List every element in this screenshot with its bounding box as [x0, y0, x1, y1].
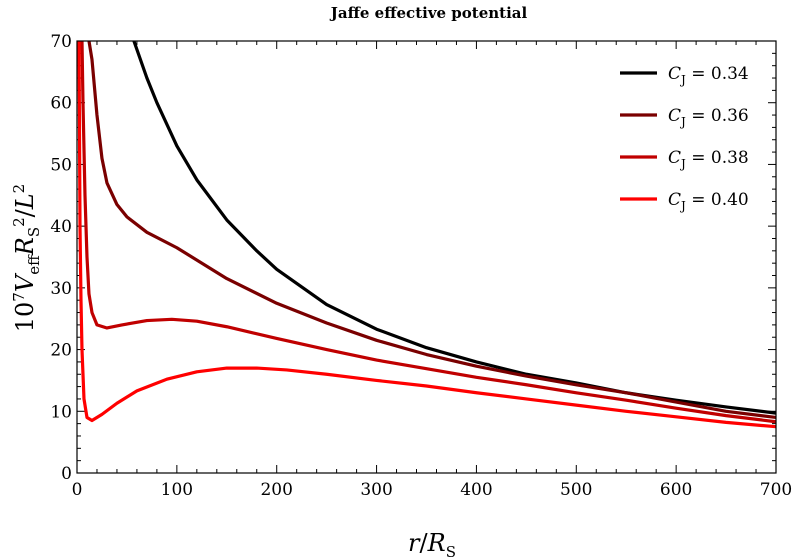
chart-title: Jaffe effective potential — [329, 4, 528, 22]
x-tick-label: 0 — [72, 480, 83, 500]
series-line-3 — [80, 41, 776, 424]
legend-label-4: CJ = 0.40 — [668, 190, 749, 213]
y-tick-label: 40 — [50, 217, 72, 237]
svg-text:r/RS: r/RS — [408, 529, 456, 560]
y-tick-label: 20 — [50, 341, 72, 361]
series-line-2 — [87, 41, 776, 420]
y-axis-label: 107VeffRS2/L2 — [10, 184, 43, 332]
series-line-1 — [132, 41, 776, 415]
x-tick-label: 100 — [161, 480, 193, 500]
y-tick-label: 0 — [61, 464, 72, 484]
ticks: 0 100 200 300 400 500 600 700 0 10 20 30 40 50 60 70 — [50, 32, 792, 500]
x-tick-label: 200 — [260, 480, 292, 500]
y-tick-label: 60 — [50, 94, 72, 114]
x-tick-label: 500 — [560, 480, 592, 500]
legend-label-3: CJ = 0.38 — [668, 148, 749, 171]
x-tick-label: 600 — [660, 480, 692, 500]
y-tick-label: 10 — [50, 402, 72, 422]
x-tick-label: 400 — [460, 480, 492, 500]
svg-text:107VeffRS2/L2: 107VeffRS2/L2 — [10, 184, 43, 332]
x-axis-label: r/RS — [408, 529, 456, 560]
plot-frame — [76, 40, 777, 474]
y-tick-label: 50 — [50, 155, 72, 175]
y-tick-label: 30 — [50, 279, 72, 299]
legend-label-1: CJ = 0.34 — [668, 64, 749, 87]
series-lines — [77, 41, 776, 429]
series-line-4 — [77, 41, 776, 429]
x-tick-label: 300 — [360, 480, 392, 500]
x-tick-label: 700 — [760, 480, 792, 500]
legend: CJ = 0.34 CJ = 0.36 CJ = 0.38 CJ = 0.40 — [620, 64, 749, 213]
y-tick-label: 70 — [50, 32, 72, 52]
legend-label-2: CJ = 0.36 — [668, 106, 749, 129]
